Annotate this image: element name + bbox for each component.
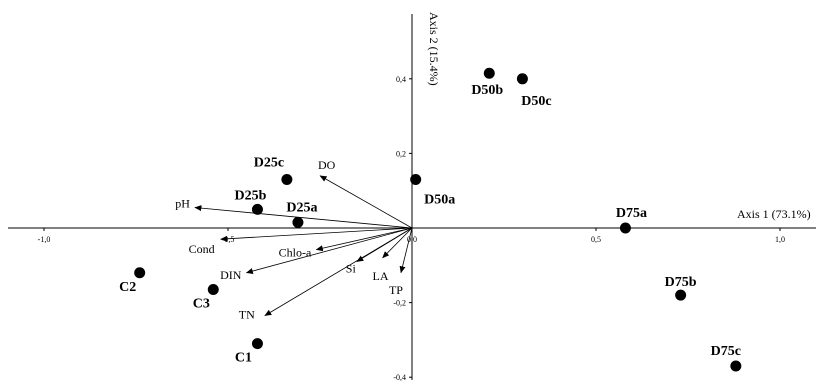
site-point-d50c [516, 73, 528, 85]
y-tick-label: 0,2 [396, 149, 406, 158]
site-point-d75b [675, 289, 687, 301]
vector-la [382, 227, 413, 259]
x-axis-title: Axis 1 (73.1%) [737, 207, 811, 221]
vector-cond [220, 227, 413, 242]
vector-chlo-a [315, 227, 413, 252]
site-point-d25c [281, 174, 293, 186]
site-point-d75c [730, 360, 742, 372]
site-point-c2 [134, 267, 146, 279]
x-tick-label: -1,0 [38, 235, 51, 244]
y-tick-label: -0,4 [393, 373, 406, 381]
site-label: D25c [254, 156, 284, 171]
site-point-d75a [619, 222, 631, 234]
site-label: D25b [234, 188, 266, 203]
site-point-c1 [251, 338, 263, 350]
site-label: D50b [471, 83, 503, 98]
y-tick-label: -0,2 [393, 299, 406, 308]
y-axis-ticks: 0,4 0,2 -0,2 -0,4 [393, 75, 412, 381]
y-tick-label: 0,4 [396, 75, 406, 84]
site-label: D50c [521, 94, 551, 109]
site-label: D75c [711, 344, 741, 359]
vector-label: TN [239, 308, 255, 322]
vector-label: LA [373, 269, 389, 283]
vector-tn [264, 227, 413, 316]
vector-tp [399, 227, 413, 274]
site-point-c3 [207, 284, 219, 296]
vector-label: DO [318, 158, 336, 172]
vector-label: Chlo-a [279, 246, 312, 260]
site-label: D75b [665, 275, 697, 290]
x-tick-label: -0,5 [222, 235, 235, 244]
site-point-d25a [292, 216, 304, 228]
site-point-d50a [410, 174, 422, 186]
site-label: D25a [286, 200, 317, 215]
vector-ph [194, 205, 413, 229]
x-tick-label: 0,5 [591, 235, 601, 244]
site-point-d50b [483, 67, 495, 79]
x-tick-label: 1,0 [775, 235, 785, 244]
vector-label: TP [389, 283, 403, 297]
site-label: C1 [235, 351, 252, 366]
vector-do [319, 175, 413, 229]
site-points: D50b D50c D50a D25c D25b D25a D75a C2 C3 C1 D75b D7… [119, 67, 742, 372]
y-axis-title: Axis 2 (15.4%) [427, 12, 441, 86]
vector-din [245, 227, 413, 274]
site-label: D50a [424, 193, 455, 208]
site-label: C2 [119, 280, 136, 295]
x-tick-label: 0,0 [407, 235, 417, 244]
vector-label: Si [346, 262, 357, 276]
vector-label: DIN [220, 268, 242, 282]
vector-label: Cond [189, 242, 215, 256]
site-label: D75a [616, 206, 647, 221]
site-label: C3 [193, 297, 210, 312]
site-point-d25b [251, 203, 263, 215]
vector-label: pH [175, 196, 190, 210]
